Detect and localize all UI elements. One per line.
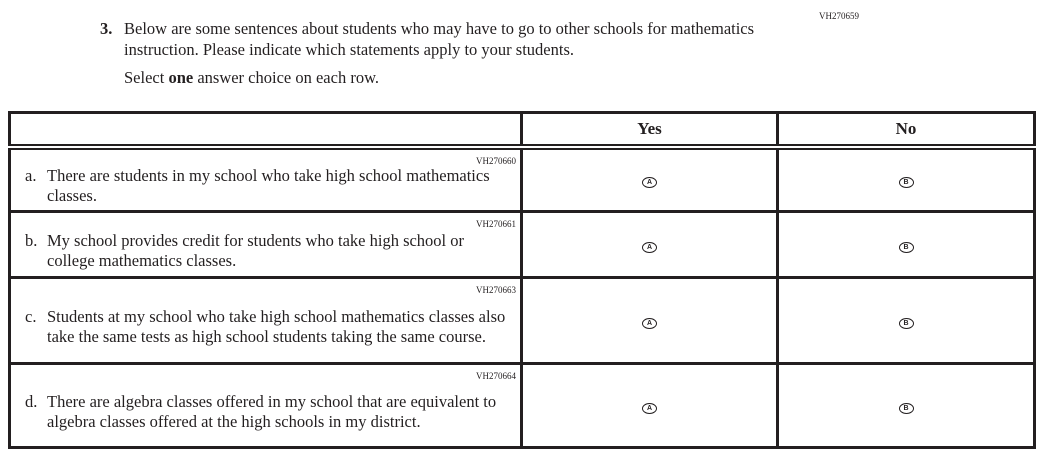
yes-radio[interactable]: A (642, 402, 657, 414)
item-id: VH270661 (476, 219, 516, 229)
header-no: No (776, 111, 1036, 150)
yes-cell: A (520, 362, 779, 449)
yes-radio[interactable]: A (642, 241, 657, 253)
yes-cell: A (520, 276, 779, 365)
statement-cell: VH270660 a. There are students in my scho… (8, 145, 523, 213)
question-id: VH270659 (819, 11, 859, 21)
item-id: VH270660 (476, 156, 516, 166)
no-radio[interactable]: B (898, 177, 914, 188)
no-radio[interactable]: B (898, 241, 914, 253)
table-row: VH270663 c. Students at my school who tak… (8, 276, 1036, 365)
table-row: VH270661 b. My school provides credit for… (8, 210, 1036, 279)
no-cell: B (776, 362, 1036, 449)
header-blank (8, 111, 523, 150)
yes-cell: A (520, 145, 779, 213)
item-letter: c. (25, 306, 37, 326)
no-cell: B (776, 210, 1036, 279)
no-radio[interactable]: B (898, 402, 914, 414)
statement-cell: VH270661 b. My school provides credit for… (8, 210, 523, 279)
item-letter: d. (25, 391, 38, 411)
question: 3. Below are some sentences about studen… (100, 18, 824, 60)
question-text: Below are some sentences about students … (124, 19, 755, 59)
instruction-pre: Select (124, 68, 169, 87)
item-letter: a. (25, 166, 37, 185)
statement-cell: VH270664 d. There are algebra classes off… (8, 362, 523, 449)
item-id: VH270664 (476, 371, 516, 381)
yes-radio[interactable]: A (642, 177, 657, 188)
yes-cell: A (520, 210, 779, 279)
instruction-bold: one (168, 68, 194, 87)
question-number: 3. (100, 19, 113, 38)
instruction: Select one answer choice on each row. (124, 68, 379, 88)
answer-grid: Yes No VH270660 a. There are students in … (8, 111, 1036, 449)
item-text: Students at my school who take high scho… (47, 306, 506, 346)
no-cell: B (776, 145, 1036, 213)
item-text: There are algebra classes offered in my … (47, 391, 497, 431)
header-yes: Yes (520, 111, 779, 150)
no-cell: B (776, 276, 1036, 365)
item-id: VH270663 (476, 285, 516, 295)
no-radio[interactable]: B (898, 317, 914, 329)
statement-cell: VH270663 c. Students at my school who tak… (8, 276, 523, 365)
yes-radio[interactable]: A (642, 317, 657, 329)
item-text: My school provides credit for students w… (47, 230, 465, 270)
item-letter: b. (25, 230, 38, 250)
instruction-post: answer choice on each row. (193, 68, 380, 87)
item-text: There are students in my school who take… (47, 166, 490, 205)
table-row: VH270664 d. There are algebra classes off… (8, 362, 1036, 449)
table-row: VH270660 a. There are students in my scho… (8, 145, 1036, 213)
